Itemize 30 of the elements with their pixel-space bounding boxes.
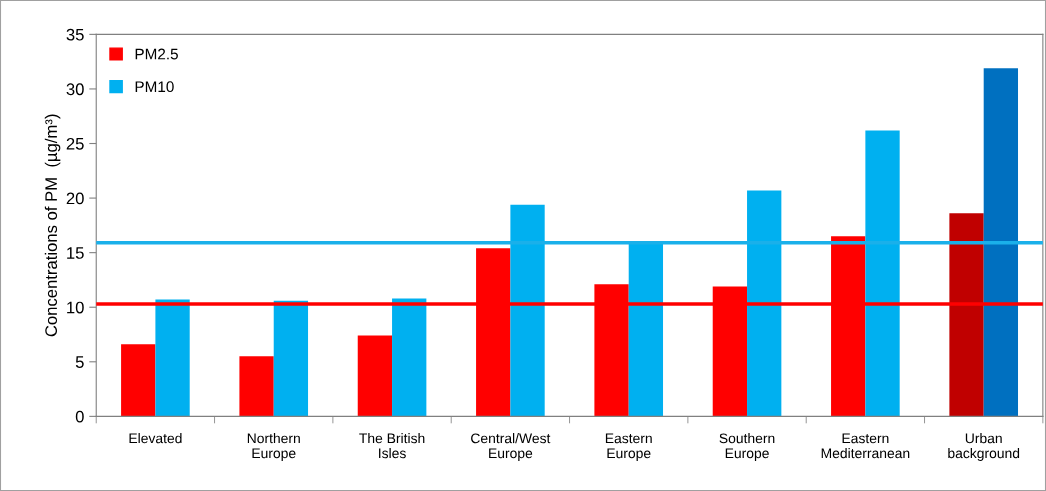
legend-label: PM2.5 bbox=[135, 48, 178, 60]
y-tick-label: 25 bbox=[66, 137, 84, 150]
x-tick-label: Elevated bbox=[129, 433, 182, 444]
x-tick-label: Eastern Mediterranean bbox=[821, 433, 910, 459]
bar bbox=[357, 335, 393, 417]
y-axis-title: Concentrations of PM (µg/m³) bbox=[44, 114, 61, 337]
bar bbox=[155, 299, 190, 417]
y-tick-label: 20 bbox=[66, 192, 84, 205]
bar bbox=[747, 190, 782, 417]
legend-label: PM10 bbox=[135, 81, 174, 93]
bar bbox=[121, 344, 156, 417]
x-tick-label: Eastern Europe bbox=[605, 433, 652, 461]
y-tick-label: 5 bbox=[75, 356, 84, 368]
x-tick-label: Urban background bbox=[948, 433, 1020, 461]
bar bbox=[239, 356, 274, 417]
y-tick-label: 10 bbox=[67, 301, 84, 314]
y-tick-label: 30 bbox=[66, 83, 84, 96]
bar bbox=[983, 68, 1019, 417]
bar bbox=[273, 300, 309, 417]
y-tick-label: 15 bbox=[67, 247, 84, 259]
x-tick-label: The British Isles bbox=[359, 433, 425, 459]
bar bbox=[510, 204, 545, 417]
bar bbox=[392, 298, 427, 417]
bar bbox=[949, 213, 984, 417]
bar bbox=[865, 130, 900, 417]
x-tick-label: Southern Europe bbox=[719, 433, 775, 461]
x-tick-label: Northern Europe bbox=[247, 433, 300, 461]
y-tick-label: 35 bbox=[66, 28, 84, 41]
x-tick-label: Central/West Europe bbox=[471, 433, 551, 461]
y-tick-label: 0 bbox=[75, 410, 84, 423]
